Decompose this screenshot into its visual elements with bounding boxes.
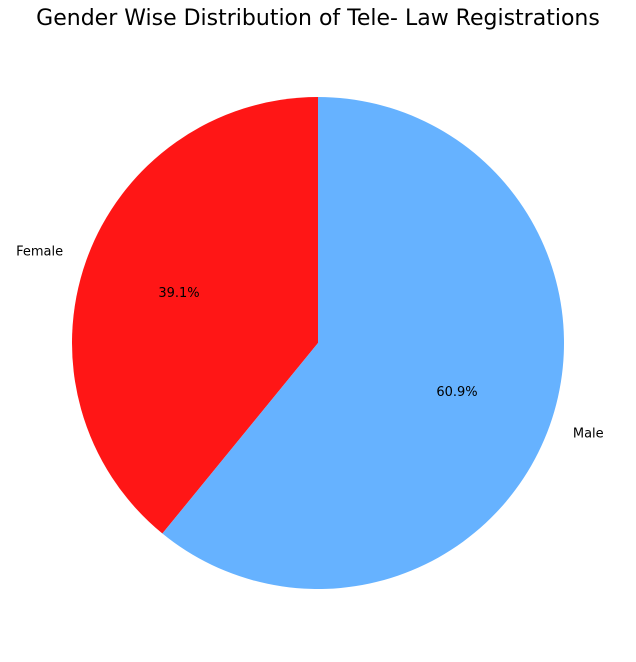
slice-value-male: 60.9%	[436, 385, 477, 400]
pie-slice-male	[162, 97, 564, 589]
chart-title: Gender Wise Distribution of Tele- Law Re…	[36, 6, 600, 31]
pie-slices	[72, 97, 564, 589]
pie-labels: Female 39.1% Male 60.9%	[16, 245, 604, 442]
slice-label-male: Male	[573, 426, 604, 441]
slice-value-female: 39.1%	[158, 286, 199, 301]
slice-label-female: Female	[16, 245, 63, 260]
pie-slice-female	[72, 97, 318, 534]
